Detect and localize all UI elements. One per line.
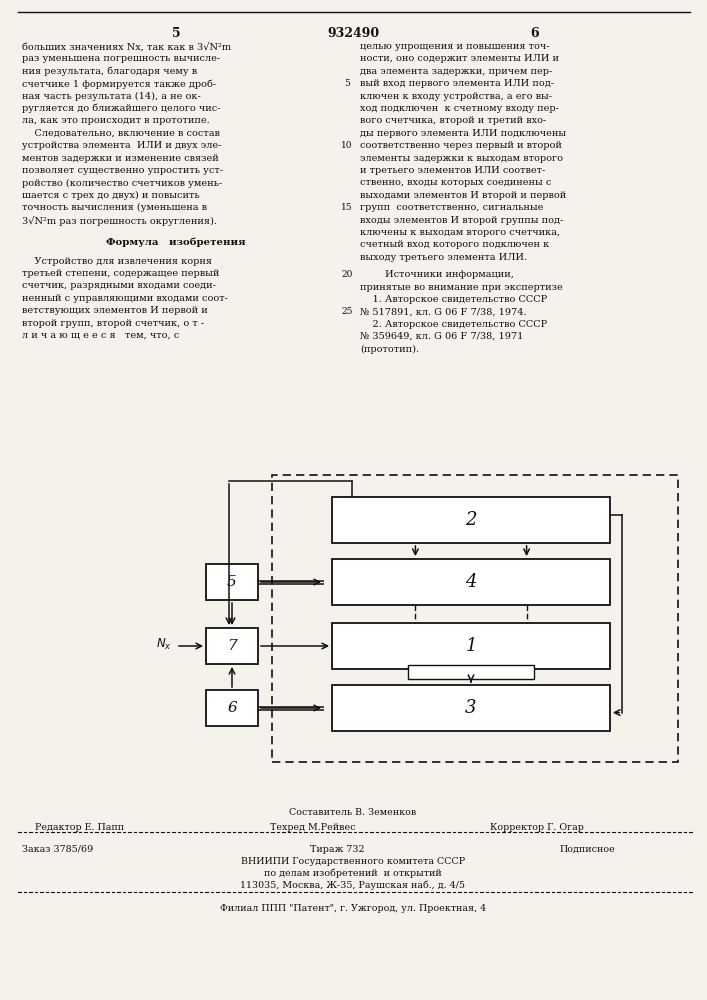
Text: (прототип).: (прототип). — [360, 345, 419, 354]
Text: 3: 3 — [465, 699, 477, 717]
Text: Филиал ППП "Патент", г. Ужгород, ул. Проектная, 4: Филиал ППП "Патент", г. Ужгород, ул. Про… — [220, 904, 486, 913]
Text: ключен к входу устройства, а его вы-: ключен к входу устройства, а его вы- — [360, 92, 552, 101]
Text: групп  соответственно, сигнальные: групп соответственно, сигнальные — [360, 203, 544, 212]
Text: ментов задержки и изменение связей: ментов задержки и изменение связей — [22, 154, 218, 163]
Text: счетный вход которого подключен к: счетный вход которого подключен к — [360, 240, 549, 249]
Text: ды первого элемента ИЛИ подключены: ды первого элемента ИЛИ подключены — [360, 129, 566, 138]
Bar — [272, 475, 678, 762]
Text: ности, оно содержит элементы ИЛИ и: ности, оно содержит элементы ИЛИ и — [360, 54, 559, 63]
Bar — [409, 665, 534, 679]
Text: 113035, Москва, Ж-35, Раушская наб., д. 4/5: 113035, Москва, Ж-35, Раушская наб., д. … — [240, 881, 465, 890]
Text: позволяет существенно упростить уст-: позволяет существенно упростить уст- — [22, 166, 223, 175]
Text: 25: 25 — [341, 307, 353, 316]
Text: ройство (количество счетчиков умень-: ройство (количество счетчиков умень- — [22, 178, 222, 188]
Text: счетчик, разрядными входами соеди-: счетчик, разрядными входами соеди- — [22, 281, 216, 290]
Text: 15: 15 — [341, 203, 353, 212]
Text: 1: 1 — [465, 637, 477, 655]
Text: Корректор Г. Огар: Корректор Г. Огар — [490, 823, 584, 832]
Text: ключены к выходам второго счетчика,: ключены к выходам второго счетчика, — [360, 228, 560, 237]
Text: третьей степени, содержащее первый: третьей степени, содержащее первый — [22, 269, 219, 278]
Text: Редактор Е. Папп: Редактор Е. Папп — [35, 823, 124, 832]
Text: ругляется до ближайшего целого чис-: ругляется до ближайшего целого чис- — [22, 104, 221, 113]
Text: Устройство для извлечения корня: Устройство для извлечения корня — [22, 257, 212, 266]
Text: 932490: 932490 — [327, 27, 379, 40]
Text: по делам изобретений  и открытий: по делам изобретений и открытий — [264, 869, 442, 879]
Bar — [206, 690, 258, 726]
Text: устройства элемента  ИЛИ и двух эле-: устройства элемента ИЛИ и двух эле- — [22, 141, 221, 150]
Text: ла, как это происходит в прототипе.: ла, как это происходит в прототипе. — [22, 116, 210, 125]
Text: Техред М.Рейвес: Техред М.Рейвес — [270, 823, 356, 832]
Text: Формула   изобретения: Формула изобретения — [106, 238, 246, 247]
Text: ния результата, благодаря чему в: ния результата, благодаря чему в — [22, 67, 197, 76]
Text: Составитель В. Земенков: Составитель В. Земенков — [289, 808, 416, 817]
Text: соответственно через первый и второй: соответственно через первый и второй — [360, 141, 562, 150]
Text: л и ч а ю щ е е с я   тем, что, с: л и ч а ю щ е е с я тем, что, с — [22, 331, 180, 340]
Text: точность вычисления (уменьшена в: точность вычисления (уменьшена в — [22, 203, 207, 212]
Text: 2: 2 — [465, 511, 477, 529]
Text: Подписное: Подписное — [560, 845, 616, 854]
Text: больших значениях Nx, так как в 3√N²m: больших значениях Nx, так как в 3√N²m — [22, 42, 231, 51]
Bar — [206, 564, 258, 600]
Bar — [332, 623, 610, 669]
Text: Заказ 3785/69: Заказ 3785/69 — [22, 845, 93, 854]
Text: 4: 4 — [465, 573, 477, 591]
Text: второй групп, второй счетчик, о т -: второй групп, второй счетчик, о т - — [22, 319, 204, 328]
Text: Тираж 732: Тираж 732 — [310, 845, 365, 854]
Text: ственно, входы которых соединены с: ственно, входы которых соединены с — [360, 178, 551, 187]
Text: целью упрощения и повышения точ-: целью упрощения и повышения точ- — [360, 42, 549, 51]
Text: ная часть результата (14), а не ок-: ная часть результата (14), а не ок- — [22, 92, 201, 101]
Text: два элемента задержки, причем пер-: два элемента задержки, причем пер- — [360, 67, 552, 76]
Text: Источники информации,: Источники информации, — [360, 270, 514, 279]
Text: и третьего элементов ИЛИ соответ-: и третьего элементов ИЛИ соответ- — [360, 166, 545, 175]
Text: ненный с управляющими входами соот-: ненный с управляющими входами соот- — [22, 294, 228, 303]
Text: 7: 7 — [227, 639, 237, 653]
Text: ход подключен  к счетному входу пер-: ход подключен к счетному входу пер- — [360, 104, 559, 113]
Text: 5: 5 — [344, 79, 350, 88]
Text: ВНИИПИ Государственного комитета СССР: ВНИИПИ Государственного комитета СССР — [241, 857, 465, 866]
Text: № 359649, кл. G 06 F 7/38, 1971: № 359649, кл. G 06 F 7/38, 1971 — [360, 332, 523, 341]
Text: 5: 5 — [172, 27, 180, 40]
Text: счетчике 1 формируется также дроб-: счетчике 1 формируется также дроб- — [22, 79, 216, 89]
Text: 3√N²m раз погрешность округления).: 3√N²m раз погрешность округления). — [22, 216, 217, 226]
Text: № 517891, кл. G 06 F 7/38, 1974.: № 517891, кл. G 06 F 7/38, 1974. — [360, 307, 527, 316]
Text: шается с трех до двух) и повысить: шается с трех до двух) и повысить — [22, 191, 199, 200]
Bar — [206, 628, 258, 664]
Text: 6: 6 — [531, 27, 539, 40]
Text: 6: 6 — [227, 701, 237, 715]
Text: принятые во внимание при экспертизе: принятые во внимание при экспертизе — [360, 283, 563, 292]
Text: 5: 5 — [227, 575, 237, 589]
Text: 2. Авторское свидетельство СССР: 2. Авторское свидетельство СССР — [360, 320, 547, 329]
Text: элементы задержки к выходам второго: элементы задержки к выходам второго — [360, 154, 563, 163]
Text: вый вход первого элемента ИЛИ под-: вый вход первого элемента ИЛИ под- — [360, 79, 554, 88]
Text: $N_x$: $N_x$ — [156, 636, 172, 652]
Text: Следовательно, включение в состав: Следовательно, включение в состав — [22, 129, 220, 138]
Text: выходу третьего элемента ИЛИ.: выходу третьего элемента ИЛИ. — [360, 253, 527, 262]
Bar — [332, 497, 610, 543]
Text: 1. Авторское свидетельство СССР: 1. Авторское свидетельство СССР — [360, 295, 547, 304]
Text: 20: 20 — [341, 270, 353, 279]
Text: ветствующих элементов И первой и: ветствующих элементов И первой и — [22, 306, 208, 315]
Bar — [332, 685, 610, 731]
Text: раз уменьшена погрешность вычисле-: раз уменьшена погрешность вычисле- — [22, 54, 220, 63]
Text: 10: 10 — [341, 141, 353, 150]
Text: входы элементов И второй группы под-: входы элементов И второй группы под- — [360, 216, 563, 225]
Text: выходами элементов И второй и первой: выходами элементов И второй и первой — [360, 191, 566, 200]
Bar — [332, 559, 610, 605]
Text: вого счетчика, второй и третий вхо-: вого счетчика, второй и третий вхо- — [360, 116, 547, 125]
